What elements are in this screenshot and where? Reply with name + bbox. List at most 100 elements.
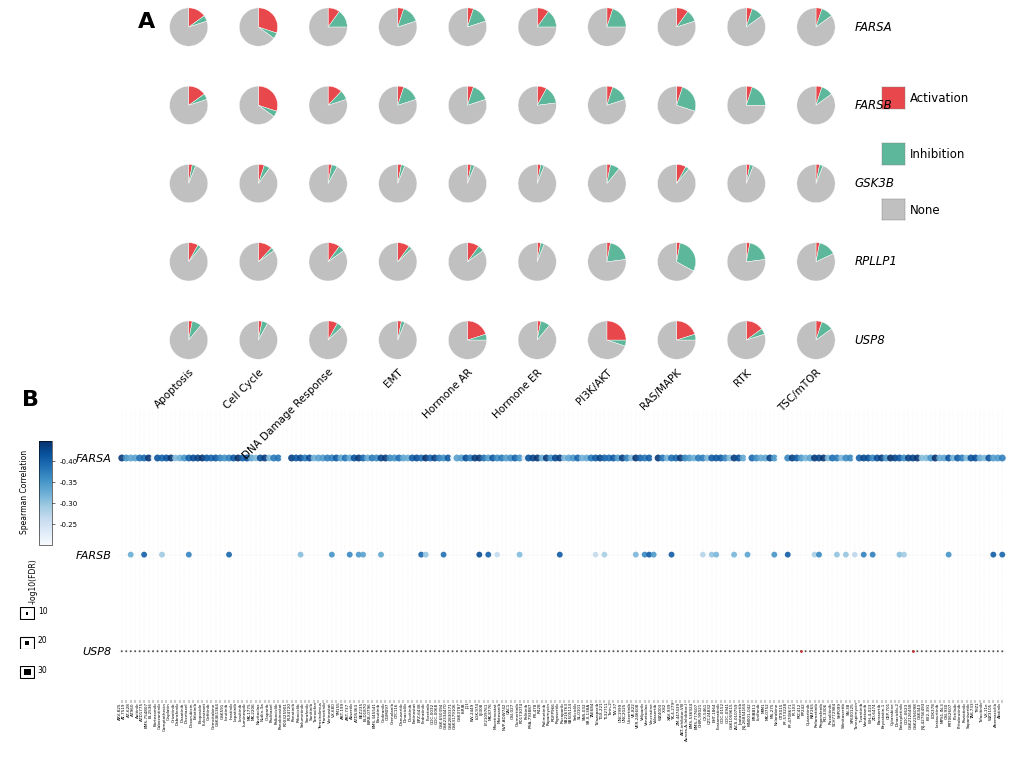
Point: [765, 451, 782, 464]
Point: [546, 549, 562, 561]
Point: [908, 549, 924, 561]
Point: [270, 451, 286, 464]
Point: [823, 451, 840, 464]
Wedge shape: [239, 165, 277, 203]
Point: [533, 645, 549, 657]
Point: [797, 549, 813, 561]
Point: [917, 451, 933, 464]
Point: [891, 645, 907, 657]
Point: [806, 451, 822, 464]
Point: [613, 549, 630, 561]
Point: [698, 451, 714, 464]
Point: [475, 549, 491, 561]
Point: [640, 549, 656, 561]
Point: [448, 549, 465, 561]
Wedge shape: [467, 321, 485, 340]
Point: [591, 645, 607, 657]
Wedge shape: [397, 321, 401, 340]
Point: [604, 645, 621, 657]
Wedge shape: [448, 243, 486, 281]
Point: [248, 451, 264, 464]
Point: [136, 645, 152, 657]
Point: [864, 645, 880, 657]
Point: [966, 645, 982, 657]
Point: [551, 645, 568, 657]
Wedge shape: [328, 323, 341, 340]
Wedge shape: [239, 8, 274, 46]
Point: [698, 549, 714, 561]
Point: [582, 645, 598, 657]
Point: [332, 645, 348, 657]
Wedge shape: [587, 243, 626, 281]
Point: [698, 645, 714, 657]
Point: [279, 549, 296, 561]
Point: [837, 645, 853, 657]
Wedge shape: [467, 247, 483, 262]
Point: [163, 549, 179, 561]
Text: Spearman Correlation: Spearman Correlation: [20, 451, 29, 534]
Wedge shape: [258, 243, 271, 262]
Point: [930, 645, 947, 657]
Point: [649, 645, 665, 657]
Point: [444, 451, 461, 464]
Wedge shape: [537, 243, 540, 262]
Point: [587, 645, 603, 657]
Point: [801, 549, 817, 561]
Wedge shape: [727, 321, 764, 359]
Point: [979, 451, 996, 464]
Point: [667, 451, 684, 464]
Point: [413, 451, 429, 464]
Point: [930, 549, 947, 561]
Point: [792, 645, 808, 657]
Wedge shape: [606, 87, 625, 105]
Wedge shape: [676, 334, 695, 340]
Wedge shape: [328, 91, 346, 105]
Point: [734, 451, 750, 464]
Point: [497, 645, 514, 657]
Point: [538, 549, 554, 561]
Point: [788, 549, 804, 561]
Point: [171, 549, 187, 561]
Point: [868, 549, 884, 561]
Wedge shape: [746, 87, 764, 105]
Wedge shape: [397, 165, 405, 184]
Point: [833, 451, 849, 464]
Wedge shape: [746, 243, 764, 262]
Point: [497, 549, 514, 561]
Point: [283, 451, 300, 464]
Point: [409, 549, 425, 561]
Point: [394, 549, 411, 561]
Point: [297, 451, 313, 464]
Wedge shape: [448, 86, 486, 124]
Wedge shape: [537, 165, 544, 184]
Point: [141, 451, 157, 464]
Point: [632, 549, 648, 561]
Point: [480, 451, 496, 464]
Point: [913, 645, 929, 657]
Point: [207, 451, 223, 464]
Point: [819, 549, 836, 561]
Point: [627, 451, 643, 464]
Point: [390, 645, 407, 657]
Point: [604, 451, 621, 464]
Point: [216, 549, 232, 561]
Point: [497, 451, 514, 464]
Point: [355, 451, 371, 464]
Point: [538, 645, 554, 657]
Point: [859, 549, 875, 561]
Wedge shape: [537, 86, 546, 105]
Point: [662, 451, 679, 464]
Point: [506, 451, 523, 464]
Wedge shape: [397, 243, 409, 262]
Point: [930, 451, 947, 464]
Point: [417, 451, 433, 464]
Point: [399, 549, 416, 561]
Point: [966, 451, 982, 464]
Point: [502, 549, 519, 561]
Wedge shape: [169, 165, 208, 203]
Wedge shape: [746, 86, 751, 105]
Point: [827, 645, 844, 657]
Point: [176, 451, 193, 464]
Point: [788, 645, 804, 657]
Point: [900, 645, 916, 657]
